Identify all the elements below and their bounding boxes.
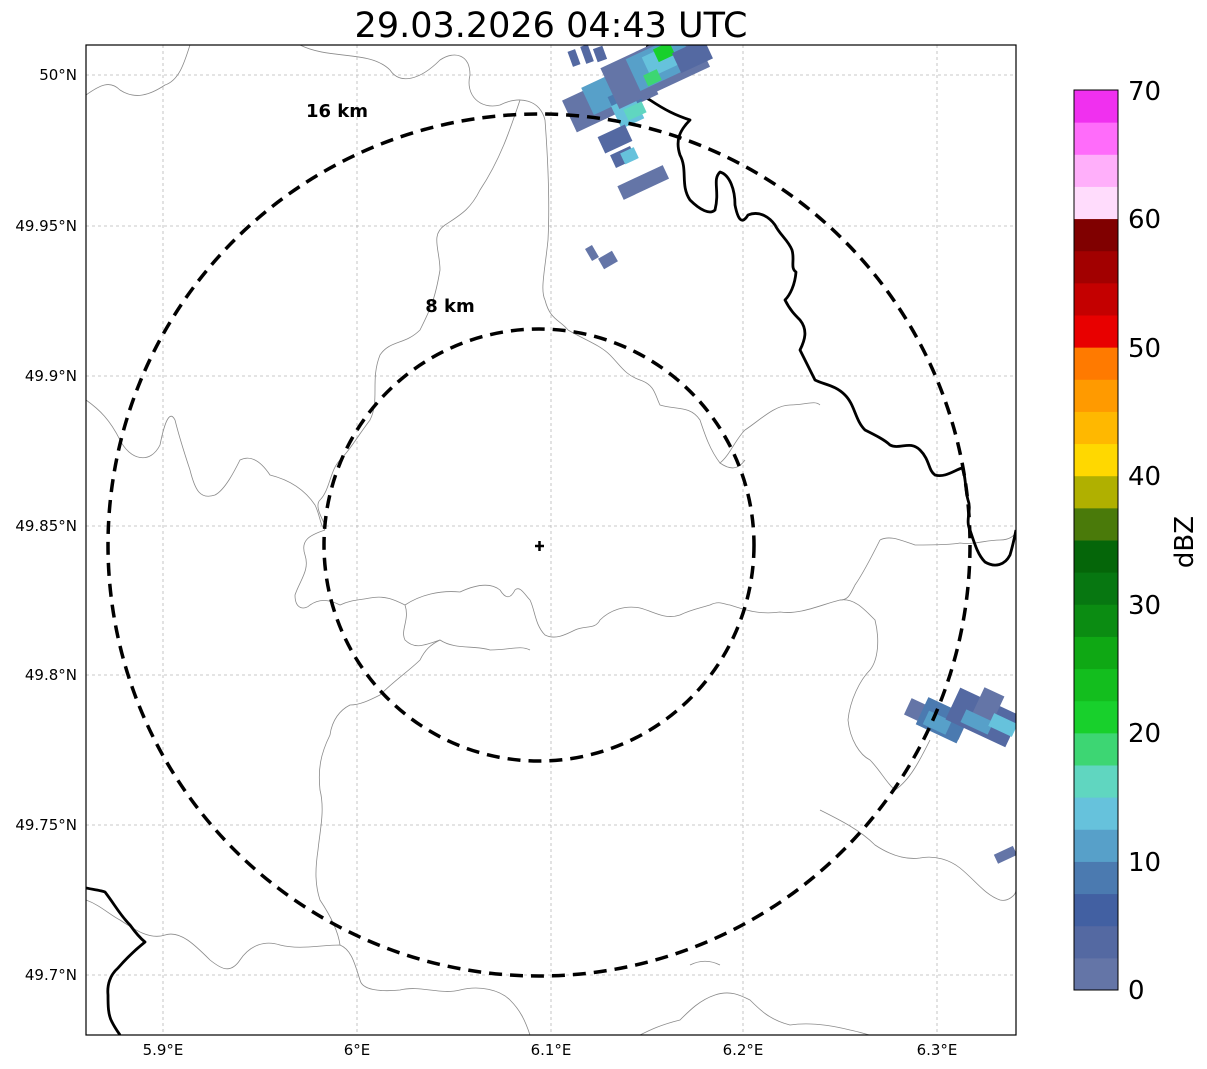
plus-icon [535,541,544,551]
map-title: 29.03.2026 04:43 UTC [354,6,748,46]
map-frame [85,44,1017,1036]
colorbar-segment [1074,957,1118,991]
range-ring-8km [322,327,756,763]
gridlines [86,45,1016,1035]
colorbar-segment [1074,250,1118,284]
colorbar-segment [1074,829,1118,862]
range-ring-16km [106,112,972,978]
lat-tick-label: 49.8°N [25,666,77,684]
colorbar-segment [1074,797,1118,830]
radar-echoes-north [562,45,713,270]
national-border [86,45,1016,1035]
colorbar-tick-label: 10 [1128,848,1161,878]
colorbar-segment [1074,540,1118,573]
colorbar-tick-labels: 0 10 20 30 40 50 60 70 [1128,77,1161,1006]
colorbar-tick-label: 70 [1128,77,1161,107]
colorbar-segment [1074,443,1118,477]
range-ring-label-16km: 16 km [306,101,368,122]
map-content: 16 km 8 km [86,45,1016,1035]
colorbar-segment [1074,186,1118,220]
colorbar-frame [1073,89,1119,991]
range-rings [106,112,972,978]
colorbar-segment [1074,411,1118,445]
lat-tick-label: 49.75°N [15,816,77,834]
colorbar-segment [1074,154,1118,187]
colorbar-segment [1074,604,1118,637]
colorbar-segment [1074,379,1118,412]
lat-tick-label: 49.9°N [25,367,77,385]
colorbar-segment [1074,925,1118,959]
colorbar-segment [1074,315,1118,348]
colorbar-segment [1074,732,1118,766]
lon-tick-label: 6°E [344,1041,371,1059]
colorbar-segment [1074,218,1118,252]
lon-tick-label: 6.2°E [723,1041,764,1059]
lat-tick-label: 49.85°N [15,517,77,535]
colorbar-tick-label: 0 [1128,976,1145,1006]
colorbar-segment [1074,668,1118,702]
lon-tick-labels: 5.9°E 6°E 6.1°E 6.2°E 6.3°E [143,1041,958,1059]
lon-tick-label: 6.3°E [917,1041,958,1059]
lat-tick-label: 49.95°N [15,217,77,235]
admin-boundaries [86,45,1016,1035]
colorbar-tick-label: 30 [1128,591,1161,621]
lon-tick-label: 5.9°E [143,1041,184,1059]
colorbar-segment [1074,507,1118,541]
colorbar-segment [1074,765,1118,798]
colorbar-segment [1074,475,1118,509]
colorbar-segment [1074,122,1118,155]
colorbar-segment [1074,700,1118,734]
colorbar-segment [1074,282,1118,316]
colorbar-segment [1074,861,1118,895]
lat-tick-labels: 50°N 49.95°N 49.9°N 49.85°N 49.8°N 49.75… [15,66,77,984]
colorbar-tick-label: 50 [1128,334,1161,364]
colorbar-segment [1074,893,1118,927]
colorbar-tick-label: 20 [1128,719,1161,749]
lat-tick-label: 49.7°N [25,966,77,984]
colorbar-segment [1074,636,1118,670]
colorbar-tick-label: 40 [1128,462,1161,492]
lon-tick-label: 6.1°E [531,1041,572,1059]
lat-tick-label: 50°N [39,66,77,84]
colorbar-segment [1074,572,1118,605]
colorbar-label: dBZ [1170,516,1200,568]
range-ring-label-8km: 8 km [425,296,475,317]
colorbar-segment [1074,347,1118,380]
colorbar-segment [1074,90,1118,123]
colorbar [1074,90,1118,991]
colorbar-tick-label: 60 [1128,205,1161,235]
